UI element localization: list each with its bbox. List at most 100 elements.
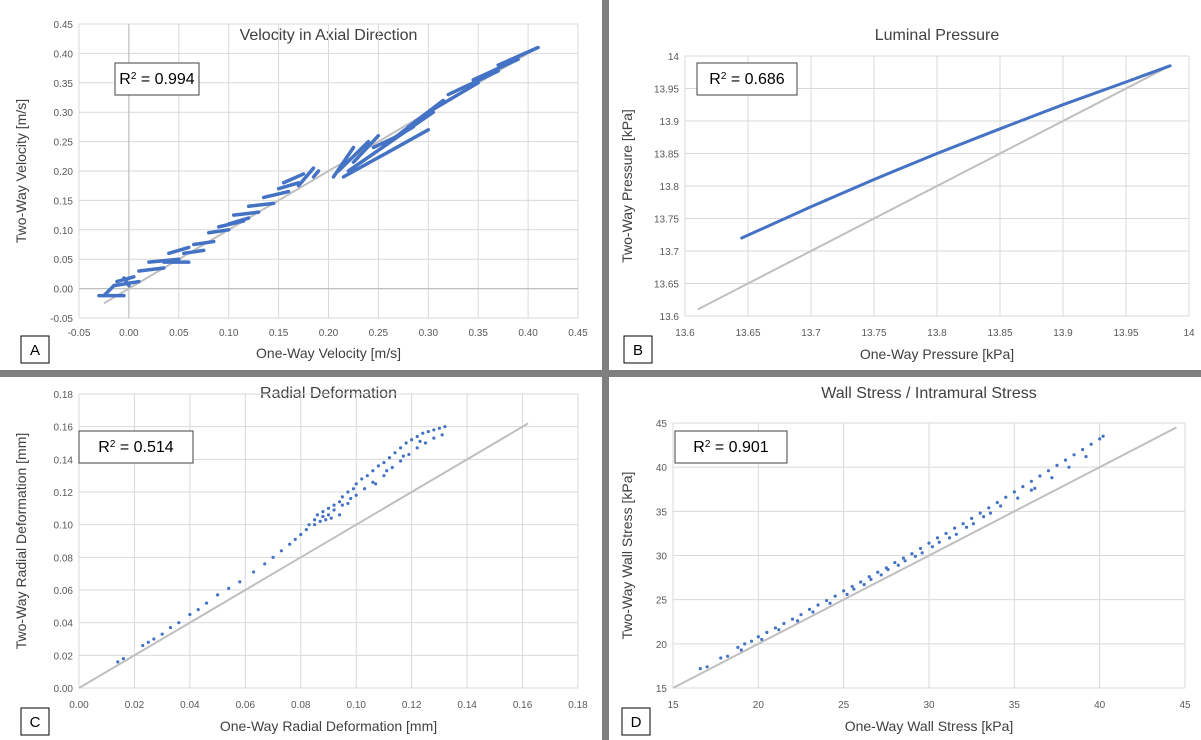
y-tick-label: 0.10 bbox=[54, 226, 74, 237]
data-point bbox=[382, 474, 386, 478]
chart-pressure: Luminal Pressure 13.6 13.65 13.7 13.75 13.8 13… bbox=[619, 27, 1195, 364]
data-point bbox=[893, 560, 897, 565]
panel-d: Wall Stress / Intramural Stress 15 20 25 30 3… bbox=[609, 378, 1201, 740]
data-point bbox=[859, 580, 863, 584]
data-point bbox=[816, 603, 820, 607]
data-point bbox=[749, 639, 754, 643]
data-point bbox=[1004, 495, 1008, 499]
data-point bbox=[393, 451, 397, 455]
data-point bbox=[954, 532, 958, 536]
panel-label-box bbox=[20, 335, 50, 364]
y-tick-label: 0.45 bbox=[54, 20, 74, 31]
data-point bbox=[1098, 437, 1102, 441]
data-point bbox=[964, 525, 969, 529]
data-point bbox=[263, 562, 267, 566]
data-point bbox=[901, 556, 905, 560]
r2-annotation: R2 = 0.901 bbox=[693, 439, 769, 457]
y-tick-label: 20 bbox=[656, 640, 668, 651]
data-point bbox=[440, 433, 444, 437]
data-streak bbox=[276, 181, 301, 191]
data-point bbox=[349, 496, 353, 501]
x-tick-label: -0.05 bbox=[68, 328, 91, 339]
data-point bbox=[961, 522, 965, 526]
data-point bbox=[852, 587, 856, 591]
data-point bbox=[850, 584, 854, 589]
data-point bbox=[318, 519, 322, 523]
data-point bbox=[443, 425, 447, 429]
data-point bbox=[777, 628, 781, 632]
data-point bbox=[227, 586, 231, 590]
data-streak bbox=[346, 110, 436, 173]
x-tick-label: 45 bbox=[1179, 700, 1191, 711]
y-tick-label: 25 bbox=[656, 596, 668, 607]
y-tick-label: 13.7 bbox=[660, 247, 680, 258]
data-point bbox=[927, 541, 931, 545]
x-tick-label: 0.08 bbox=[291, 700, 311, 711]
y-axis-label: Two-Way Wall Stress [kPa] bbox=[619, 472, 635, 640]
data-point bbox=[736, 645, 740, 649]
y-tick-label: 45 bbox=[656, 419, 668, 430]
data-point bbox=[216, 593, 220, 597]
data-point bbox=[376, 464, 380, 468]
data-point bbox=[867, 575, 871, 579]
y-tick-label: 0.30 bbox=[54, 108, 74, 119]
data-streak bbox=[122, 276, 131, 288]
data-streak bbox=[296, 166, 316, 188]
data-point bbox=[842, 589, 846, 593]
data-point bbox=[415, 446, 419, 450]
data-point bbox=[432, 436, 436, 440]
data-point bbox=[313, 523, 317, 527]
y-axis-label: Two-Way Velocity [m/s] bbox=[13, 99, 29, 243]
data-point bbox=[324, 518, 328, 522]
data-point bbox=[1055, 463, 1059, 467]
data-point bbox=[825, 598, 829, 603]
data-point bbox=[407, 452, 411, 457]
data-streak bbox=[246, 201, 276, 209]
x-tick-label: 0.30 bbox=[419, 328, 439, 339]
data-point bbox=[1101, 434, 1105, 438]
r2-box bbox=[114, 62, 200, 96]
y-tick-label: 0.18 bbox=[54, 390, 74, 401]
data-point bbox=[354, 482, 358, 486]
x-tick-label: 0.45 bbox=[568, 328, 588, 339]
chart-title: Luminal Pressure bbox=[875, 27, 1000, 44]
data-point bbox=[773, 626, 777, 630]
data-streak bbox=[311, 169, 321, 179]
data-point bbox=[304, 527, 308, 532]
data-point bbox=[188, 612, 192, 617]
panel-label: B bbox=[633, 342, 643, 359]
x-tick-label: 35 bbox=[1009, 700, 1021, 711]
data-point bbox=[238, 580, 242, 584]
panel-label: D bbox=[631, 714, 642, 731]
data-point bbox=[437, 426, 441, 430]
panel-label-box bbox=[621, 707, 651, 736]
x-tick-label: 0.20 bbox=[319, 328, 339, 339]
panel-label-box bbox=[20, 707, 50, 736]
data-point bbox=[1089, 442, 1093, 446]
y-tick-label: 0.14 bbox=[54, 455, 74, 466]
data-streak bbox=[471, 57, 520, 82]
data-point bbox=[326, 513, 331, 517]
data-point bbox=[1067, 465, 1071, 469]
data-streak bbox=[167, 245, 191, 256]
data-point bbox=[121, 657, 125, 661]
data-streak bbox=[102, 283, 116, 298]
x-tick-label: 13.9 bbox=[1053, 328, 1073, 339]
x-tick-label: 0.15 bbox=[269, 328, 289, 339]
data-point bbox=[971, 522, 975, 526]
data-point bbox=[756, 635, 760, 639]
r2-box bbox=[696, 62, 798, 96]
y-tick-label: 13.85 bbox=[654, 150, 679, 161]
data-point bbox=[1081, 447, 1085, 452]
reference-line bbox=[672, 426, 1177, 689]
data-point bbox=[371, 469, 375, 473]
x-tick-label: 13.65 bbox=[735, 328, 760, 339]
data-point bbox=[833, 594, 837, 598]
x-tick-label: 0.14 bbox=[457, 700, 477, 711]
y-tick-label: 35 bbox=[656, 507, 668, 518]
data-point bbox=[288, 542, 292, 546]
data-streak bbox=[336, 139, 371, 173]
data-point bbox=[418, 439, 422, 443]
data-point bbox=[988, 511, 993, 515]
data-point bbox=[360, 477, 364, 481]
